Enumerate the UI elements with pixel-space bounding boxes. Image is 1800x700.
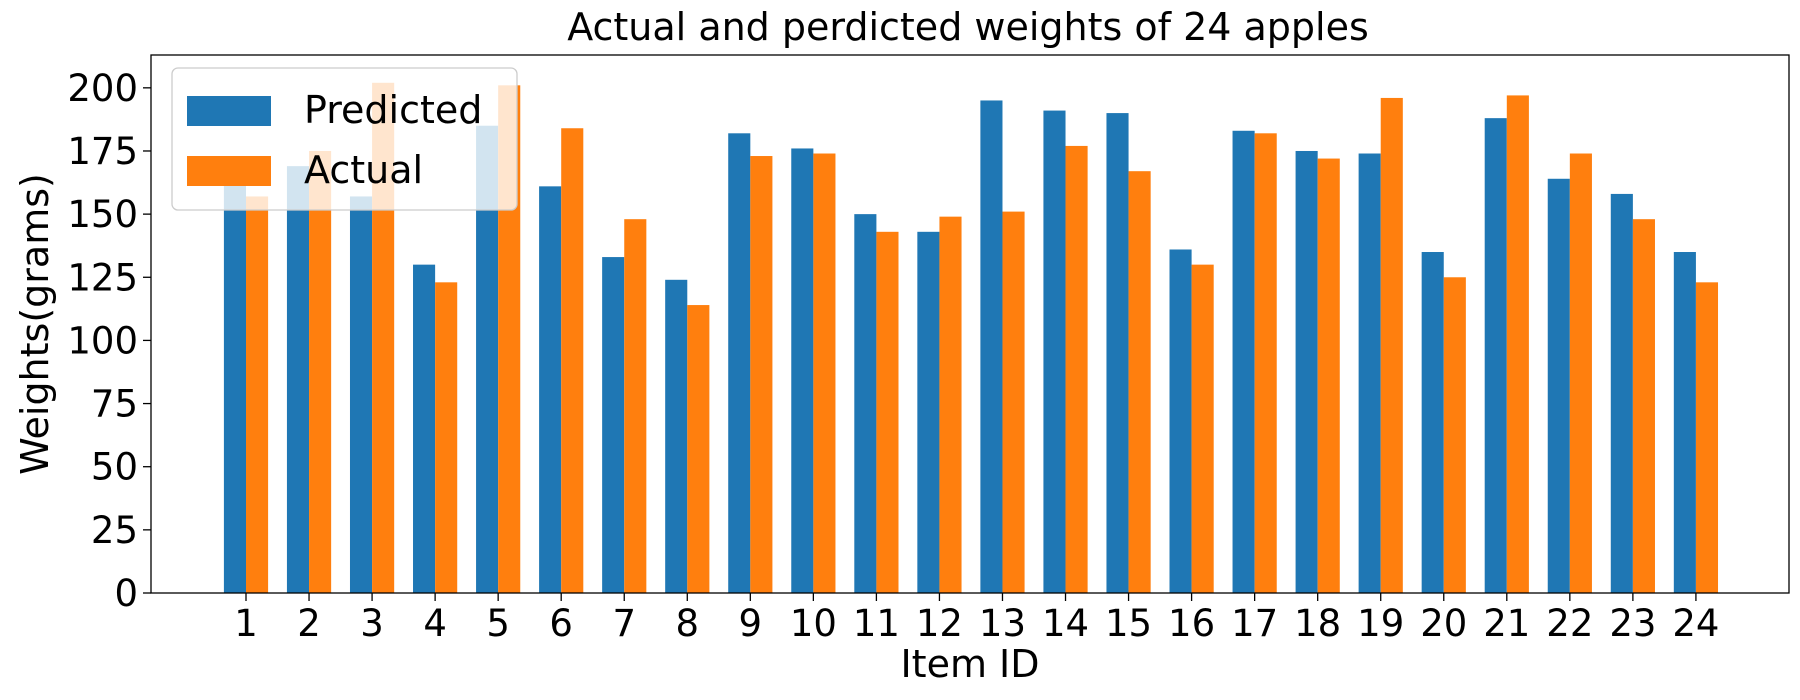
x-tick-label: 5: [486, 602, 510, 645]
bar-predicted-13: [980, 100, 1003, 594]
bar-actual-8: [687, 305, 710, 593]
x-tick-label: 9: [739, 602, 763, 645]
bar-predicted-6: [539, 186, 562, 593]
y-tick-label: 100: [67, 319, 138, 362]
x-tick-label: 4: [423, 602, 447, 645]
bar-predicted-1: [223, 183, 246, 593]
bar-actual-17: [1254, 133, 1277, 594]
x-tick-label: 10: [790, 602, 837, 645]
bar-actual-7: [624, 219, 647, 593]
x-tick-label: 6: [549, 602, 573, 645]
bar-actual-11: [876, 231, 899, 593]
y-tick-label: 0: [114, 572, 138, 615]
x-tick-label: 7: [612, 602, 636, 645]
legend-label-actual: Actual: [304, 148, 423, 192]
bar-actual-21: [1506, 95, 1529, 593]
bar-actual-5: [498, 85, 521, 593]
bar-predicted-4: [413, 264, 436, 593]
bar-actual-16: [1191, 264, 1214, 593]
bar-predicted-20: [1421, 252, 1444, 593]
bar-actual-10: [813, 153, 836, 593]
bar-actual-19: [1380, 97, 1403, 593]
bar-actual-14: [1065, 145, 1088, 593]
x-tick-label: 22: [1546, 602, 1593, 645]
y-tick-label: 75: [91, 383, 138, 426]
x-tick-label: 12: [916, 602, 963, 645]
x-tick-label: 15: [1105, 602, 1152, 645]
y-axis-label: Weights(grams): [13, 173, 57, 475]
bar-predicted-14: [1043, 110, 1066, 593]
bar-predicted-10: [791, 148, 814, 593]
bar-predicted-23: [1610, 193, 1633, 594]
y-tick-label: 200: [67, 67, 138, 110]
x-tick-label: 11: [853, 602, 900, 645]
bar-predicted-2: [286, 166, 310, 593]
bar-actual-23: [1632, 219, 1655, 593]
y-tick-label: 175: [67, 130, 138, 173]
bar-predicted-12: [917, 231, 940, 593]
x-tick-label: 24: [1672, 602, 1719, 645]
y-tick-label: 125: [67, 256, 138, 299]
bar-predicted-16: [1169, 249, 1192, 594]
x-tick-label: 21: [1483, 602, 1530, 645]
bar-predicted-18: [1295, 150, 1318, 594]
chart-title: Actual and perdicted weights of 24 apple…: [567, 5, 1369, 49]
bar-predicted-11: [854, 214, 877, 593]
bar-predicted-9: [728, 133, 751, 594]
bar-actual-18: [1317, 158, 1340, 593]
bar-predicted-21: [1484, 118, 1507, 594]
bar-predicted-5: [476, 125, 499, 593]
bar-actual-22: [1569, 153, 1592, 593]
x-tick-label: 18: [1294, 602, 1341, 645]
bar-predicted-15: [1106, 113, 1129, 593]
x-tick-label: 2: [297, 602, 321, 645]
x-tick-label: 16: [1168, 602, 1215, 645]
bar-actual-12: [939, 216, 962, 593]
bar-predicted-22: [1547, 178, 1570, 593]
legend-label-predicted: Predicted: [304, 88, 482, 132]
bar-actual-24: [1695, 282, 1719, 593]
x-tick-label: 17: [1231, 602, 1278, 645]
y-tick-label: 50: [91, 446, 138, 489]
bar-actual-4: [435, 282, 458, 593]
bar-actual-6: [561, 128, 584, 593]
x-tick-label: 8: [676, 602, 700, 645]
bar-actual-9: [750, 156, 773, 593]
bar-actual-13: [1002, 211, 1025, 593]
y-tick-label: 150: [67, 193, 138, 236]
x-tick-label: 14: [1042, 602, 1089, 645]
bar-predicted-17: [1232, 130, 1255, 593]
x-tick-label: 20: [1420, 602, 1467, 645]
x-tick-label: 3: [360, 602, 384, 645]
x-tick-label: 23: [1609, 602, 1656, 645]
bar-actual-20: [1443, 277, 1466, 593]
bar-predicted-8: [665, 279, 688, 593]
x-tick-label: 19: [1357, 602, 1404, 645]
bar-actual-1: [246, 196, 269, 593]
x-axis-label: Item ID: [900, 642, 1039, 686]
bar-predicted-7: [602, 257, 625, 593]
bar-predicted-19: [1358, 153, 1381, 593]
bar-predicted-24: [1673, 252, 1696, 593]
bar-actual-15: [1128, 171, 1151, 593]
bar-predicted-3: [349, 196, 373, 593]
x-tick-label: 13: [979, 602, 1026, 645]
bar-actual-2: [309, 150, 332, 594]
y-tick-label: 25: [91, 509, 138, 552]
x-tick-label: 1: [234, 602, 258, 645]
plot-area-frame: [150, 54, 1790, 594]
legend: Predicted Actual: [171, 67, 518, 211]
legend-swatch-predicted: [187, 96, 271, 126]
legend-swatch-actual: [187, 156, 271, 186]
